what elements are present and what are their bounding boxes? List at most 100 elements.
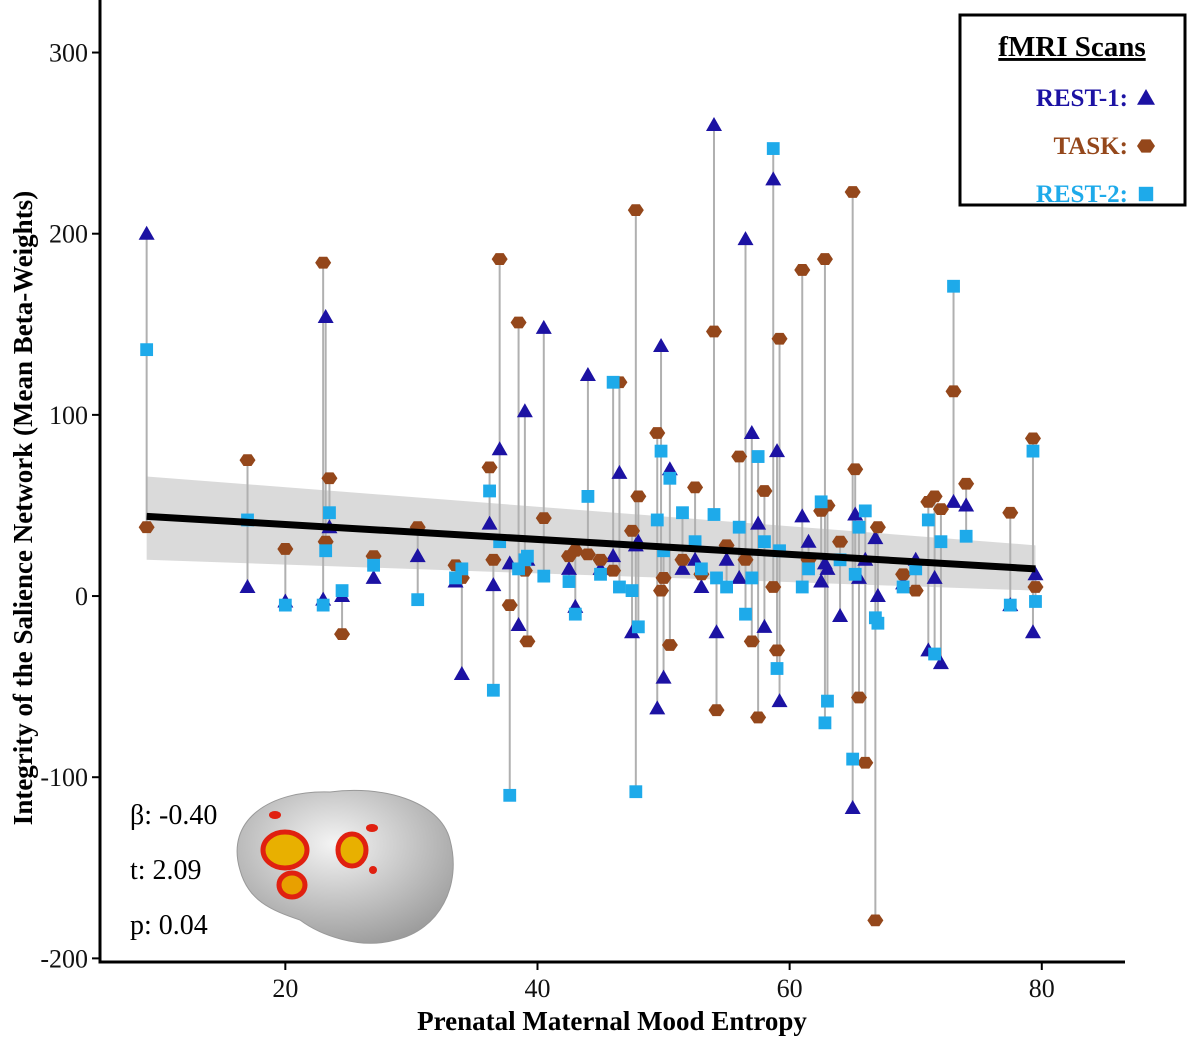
point xyxy=(239,454,256,467)
x-tick-label: 20 xyxy=(272,974,298,1003)
x-tick-label: 40 xyxy=(524,974,550,1003)
point xyxy=(510,617,527,632)
point xyxy=(624,524,641,537)
point xyxy=(850,691,867,704)
point xyxy=(814,495,828,509)
point xyxy=(674,560,691,575)
point xyxy=(501,599,518,611)
x-axis-title: Prenatal Maternal Mood Entropy xyxy=(417,1006,807,1036)
point xyxy=(535,512,552,525)
point xyxy=(687,481,704,494)
point xyxy=(750,515,767,530)
point xyxy=(655,572,672,584)
point xyxy=(453,665,470,680)
point xyxy=(239,578,256,593)
point xyxy=(688,535,702,549)
point xyxy=(720,580,733,594)
point xyxy=(510,316,527,329)
point xyxy=(140,343,154,357)
point xyxy=(769,443,786,458)
point xyxy=(650,513,664,527)
point xyxy=(519,635,536,648)
point xyxy=(1026,444,1040,458)
point xyxy=(958,497,975,512)
point xyxy=(278,598,292,612)
point xyxy=(1137,139,1155,153)
point xyxy=(737,553,754,566)
point xyxy=(676,506,689,520)
point xyxy=(769,644,786,657)
point xyxy=(561,560,578,575)
point xyxy=(316,598,330,612)
point xyxy=(625,584,639,598)
point xyxy=(959,529,973,543)
point xyxy=(503,788,517,802)
point xyxy=(592,553,609,566)
point xyxy=(795,580,809,594)
point xyxy=(323,506,336,520)
point xyxy=(567,544,584,557)
point xyxy=(766,142,780,155)
point xyxy=(138,521,155,534)
point xyxy=(794,264,811,276)
point xyxy=(655,669,672,684)
point xyxy=(848,567,862,581)
point xyxy=(958,477,975,490)
annotation: t: 2.09 xyxy=(130,855,202,886)
point xyxy=(1024,624,1041,639)
point xyxy=(926,569,943,584)
point xyxy=(907,584,924,597)
point xyxy=(627,204,644,217)
point xyxy=(737,231,754,246)
point xyxy=(743,635,760,648)
point xyxy=(750,711,767,724)
point xyxy=(945,493,962,508)
point xyxy=(1029,595,1042,608)
point xyxy=(606,375,620,389)
point xyxy=(631,620,645,634)
point xyxy=(409,548,426,563)
point xyxy=(491,441,508,456)
point xyxy=(934,535,948,549)
point xyxy=(661,461,678,476)
point xyxy=(895,568,912,581)
point xyxy=(321,472,338,485)
point xyxy=(926,490,943,503)
point xyxy=(852,520,866,534)
point xyxy=(718,551,735,566)
point xyxy=(674,553,691,566)
point xyxy=(739,607,752,621)
point xyxy=(871,616,885,630)
point xyxy=(663,471,677,485)
point xyxy=(138,225,155,240)
point xyxy=(731,569,748,584)
point xyxy=(654,444,668,458)
point xyxy=(481,515,498,530)
point xyxy=(869,521,886,534)
point xyxy=(605,548,622,563)
point xyxy=(705,117,722,132)
point xyxy=(932,655,949,670)
point xyxy=(771,693,788,708)
point xyxy=(921,513,935,527)
point xyxy=(1027,566,1044,581)
point xyxy=(846,752,860,766)
point xyxy=(765,171,782,186)
y-tick-label: 100 xyxy=(49,401,88,430)
point xyxy=(516,403,533,418)
point xyxy=(756,618,773,633)
point xyxy=(896,580,910,594)
point xyxy=(800,533,817,548)
point xyxy=(535,319,552,334)
point xyxy=(928,647,942,661)
point xyxy=(756,485,773,497)
point xyxy=(1138,186,1154,202)
point xyxy=(486,683,500,697)
legend-box xyxy=(958,13,1187,207)
y-tick-label: -100 xyxy=(40,763,88,792)
point xyxy=(1137,89,1155,105)
annotation: p: 0.04 xyxy=(130,910,208,941)
point xyxy=(710,571,723,585)
y-tick-label: 300 xyxy=(49,39,88,68)
